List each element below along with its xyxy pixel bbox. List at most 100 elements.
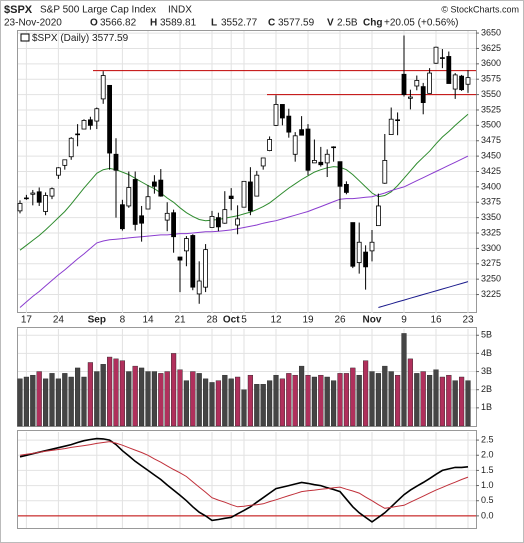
volume-bar [62, 373, 68, 427]
x-tick-label: 14 [142, 315, 154, 326]
candle-body [139, 215, 145, 224]
candle-body [331, 146, 337, 149]
candle-body [267, 139, 273, 151]
candle-body [56, 167, 61, 176]
candle-body [203, 249, 209, 288]
volume-bar [222, 374, 228, 427]
x-tick-label: 9 [401, 315, 407, 326]
field-label: V [327, 18, 334, 29]
volume-bar [55, 378, 62, 427]
x-tick-label: 24 [53, 315, 65, 326]
y-tick-label: 3375 [481, 197, 501, 207]
index-name: S&P 500 Large Cap Index [40, 5, 156, 16]
candle-body [305, 128, 311, 171]
candle-body [446, 56, 452, 84]
candle-body [343, 184, 349, 193]
candle-body [452, 74, 458, 90]
credit: © StockCharts.com [441, 4, 519, 14]
volume-bar [228, 378, 234, 427]
volume-bar [177, 369, 183, 427]
candle-body [260, 157, 266, 167]
candle-body [369, 241, 375, 252]
candle-body [158, 179, 164, 197]
candle-body [171, 212, 177, 238]
indicator-line [19, 437, 469, 523]
volume-bar [247, 374, 254, 427]
volume-bar [279, 378, 286, 427]
x-tick-label: 23 [462, 315, 474, 326]
volume-bar [30, 374, 36, 427]
volume-bar [202, 378, 209, 427]
y-tick-label: 3500 [481, 120, 501, 130]
y-tick-label: 3575 [481, 74, 501, 84]
y-tick-label: 5B [481, 330, 492, 340]
volume-bar [106, 356, 113, 427]
y-tick-label: 3B [481, 366, 492, 376]
candle-body [439, 57, 445, 59]
volume-bar [196, 373, 202, 427]
volume-bar [337, 373, 343, 427]
candle-body [414, 80, 420, 87]
candle-body [388, 118, 394, 135]
candle-body [318, 161, 324, 166]
candle-body [427, 72, 433, 94]
y-tick-label: 4B [481, 348, 492, 358]
plot-layer: 3225 3250 3275 3300 3325 3350 3375 3400 3425 3450… [17, 27, 501, 528]
candle-body [235, 218, 241, 226]
candle-body [273, 104, 279, 126]
volume-bar [331, 380, 337, 427]
volume-bar [138, 367, 145, 427]
y-tick-label: 2.0 [481, 450, 494, 460]
volume-bar [459, 376, 465, 427]
legend: $SPX (Daily) 3577.59 [32, 33, 129, 44]
y-tick-label: 3350 [481, 212, 501, 222]
x-tick-label: 21 [174, 315, 186, 326]
volume-bar [241, 389, 247, 427]
candle-body [145, 196, 151, 210]
x-tick-label: 19 [302, 315, 314, 326]
y-tick-label: 3300 [481, 243, 501, 253]
y-tick-label: 3400 [481, 181, 501, 191]
volume-bar [286, 373, 292, 427]
volume-bar [151, 371, 158, 427]
volume-bar [36, 371, 42, 427]
candle-body [292, 135, 298, 155]
macd-panel [17, 430, 477, 529]
y-tick-label: 0.0 [481, 510, 494, 520]
quote-fields: O 3566.82 H 3589.81 L 3552.77 C 3577.59 V 2.5B Chg… [90, 18, 459, 29]
y-tick-label: 1B [481, 402, 492, 412]
candle-body [395, 119, 401, 122]
indicator-line [19, 441, 469, 509]
volume-bar [94, 371, 100, 427]
y-tick-label: 3625 [481, 43, 501, 53]
x-tick-label: Sep [88, 315, 106, 326]
volume-bar [350, 367, 356, 427]
candle-body [183, 238, 189, 252]
y-tick-label: 3550 [481, 89, 501, 99]
volume-bar [17, 378, 23, 427]
volume-bar [215, 380, 222, 427]
indicator-line [19, 155, 469, 308]
y-tick-label: 1.5 [481, 465, 494, 475]
x-tick-label: 28 [206, 315, 218, 326]
field-value: 2.5B [337, 18, 358, 29]
volume-bar [446, 374, 452, 427]
field-label: O [90, 18, 98, 29]
volume-bar [324, 376, 330, 427]
candle-body [88, 119, 93, 126]
volume-bar [145, 371, 151, 427]
volume-bar [23, 376, 30, 427]
volume-bar [305, 374, 311, 427]
y-tick-label: 3450 [481, 150, 501, 160]
legend-value: 3577.59 [92, 33, 129, 44]
candle-body [151, 181, 157, 187]
candle-body [401, 73, 407, 95]
candle-body [299, 129, 305, 136]
volume-bar [452, 380, 458, 427]
volume-bar [164, 371, 170, 427]
volume-bar [375, 373, 382, 427]
candle-body [209, 216, 215, 228]
candle-body [215, 217, 221, 228]
candle-body [100, 75, 106, 100]
